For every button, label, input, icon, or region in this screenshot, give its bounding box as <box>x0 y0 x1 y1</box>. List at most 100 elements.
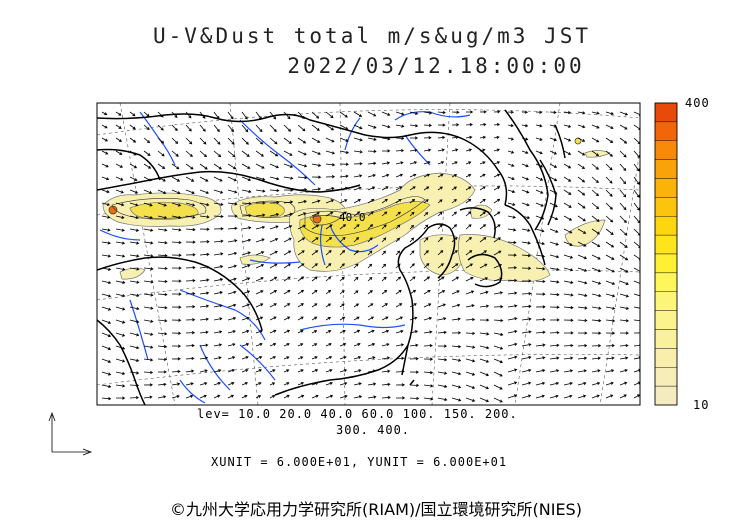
wind-arrow <box>269 200 280 205</box>
colorbar-min-label: 10 <box>693 398 710 412</box>
wind-arrow <box>311 289 318 295</box>
wind-arrow <box>129 345 140 350</box>
wind-arrow <box>241 329 250 334</box>
wind-arrow <box>227 163 237 170</box>
wind-arrow <box>521 202 530 207</box>
wind-arrow <box>591 176 599 183</box>
colorbar-swatch <box>654 253 678 274</box>
wind-arrow <box>157 292 168 297</box>
wind-arrow <box>395 224 401 230</box>
wind-arrow <box>213 189 224 194</box>
wind-arrow <box>227 189 238 194</box>
wind-arrow <box>577 137 586 142</box>
wind-arrow <box>577 215 586 222</box>
wind-arrow <box>353 199 361 204</box>
wind-arrow <box>409 199 416 204</box>
wind-arrow <box>129 306 140 311</box>
wind-arrow <box>339 124 349 130</box>
wind-arrow <box>549 292 560 297</box>
wind-arrow <box>619 356 629 360</box>
wind-arrow <box>619 228 628 236</box>
wind-arrow <box>507 253 517 257</box>
wind-arrow <box>325 111 334 119</box>
wind-arrow <box>591 318 602 323</box>
wind-arrow <box>591 267 602 273</box>
wind-arrow <box>451 384 462 389</box>
wind-arrow <box>633 280 640 286</box>
wind-arrow <box>339 111 348 118</box>
wind-arrow <box>115 267 126 271</box>
wind-arrow <box>409 383 420 387</box>
wind-arrow <box>269 213 280 217</box>
wind-arrow <box>297 343 304 347</box>
wind-arrow <box>381 263 387 269</box>
wind-arrow <box>633 331 640 335</box>
wind-arrow <box>339 150 350 154</box>
wind-arrow <box>241 382 249 386</box>
wind-arrow <box>269 124 277 133</box>
wind-arrow <box>493 211 501 217</box>
wind-arrow <box>549 369 560 373</box>
wind-arrow <box>507 266 518 270</box>
wind-arrow <box>409 370 419 374</box>
wind-arrow <box>171 253 182 257</box>
wind-arrow <box>423 173 430 178</box>
wind-arrow <box>521 137 529 141</box>
wind-arrow <box>115 358 126 363</box>
wind-arrow <box>563 110 572 115</box>
wind-arrow <box>297 187 308 192</box>
wind-arrow <box>591 228 600 235</box>
wind-arrow <box>353 124 363 130</box>
wind-arrow <box>129 176 138 181</box>
wind-arrow <box>395 211 401 217</box>
wind-arrow <box>185 189 195 195</box>
wind-arrow <box>101 189 110 194</box>
wind-arrow <box>171 176 181 182</box>
wind-arrow <box>227 214 238 218</box>
wind-arrow <box>269 250 278 256</box>
wind-arrow <box>451 250 458 256</box>
wind-arrow <box>185 124 192 132</box>
wind-arrow <box>591 215 600 222</box>
wind-arrow <box>521 150 529 154</box>
wind-arrow <box>367 186 376 191</box>
wind-arrow <box>605 189 613 197</box>
wind-arrow <box>591 381 601 386</box>
wind-arrow <box>115 124 122 129</box>
wind-arrow <box>409 396 420 401</box>
wind-arrow <box>437 330 447 335</box>
wind-arrow <box>423 136 432 140</box>
wind-arrow <box>521 343 532 347</box>
wind-arrow <box>185 111 192 119</box>
wind-arrow <box>437 161 445 165</box>
wind-arrow <box>507 329 518 334</box>
wind-arrow <box>395 383 405 387</box>
wind-arrow <box>213 202 224 206</box>
wind-arrow <box>577 331 588 335</box>
wind-arrow <box>157 306 168 310</box>
wind-arrow <box>339 174 349 178</box>
wind-arrow <box>577 163 586 170</box>
wind-arrow <box>591 394 600 399</box>
wind-arrow <box>353 329 361 334</box>
wind-arrow <box>451 317 461 321</box>
wind-arrow <box>367 342 376 347</box>
wind-arrow <box>283 382 290 386</box>
wind-arrow <box>465 358 476 363</box>
wind-arrow <box>437 110 446 115</box>
wind-arrow <box>577 254 588 260</box>
wind-arrow <box>521 241 531 245</box>
wind-arrow <box>395 161 404 165</box>
wind-arrow <box>605 267 615 273</box>
wind-arrow <box>591 111 600 115</box>
wind-arrow <box>465 263 473 269</box>
wind-arrow <box>619 137 628 144</box>
wind-arrow <box>171 111 178 118</box>
wind-arrow <box>325 343 332 347</box>
wind-arrow <box>451 224 458 230</box>
wind-arrow <box>311 212 320 217</box>
wind-arrow <box>157 279 168 284</box>
wind-arrow <box>297 150 307 156</box>
wind-arrow <box>507 123 514 128</box>
wind-arrow <box>507 215 516 219</box>
